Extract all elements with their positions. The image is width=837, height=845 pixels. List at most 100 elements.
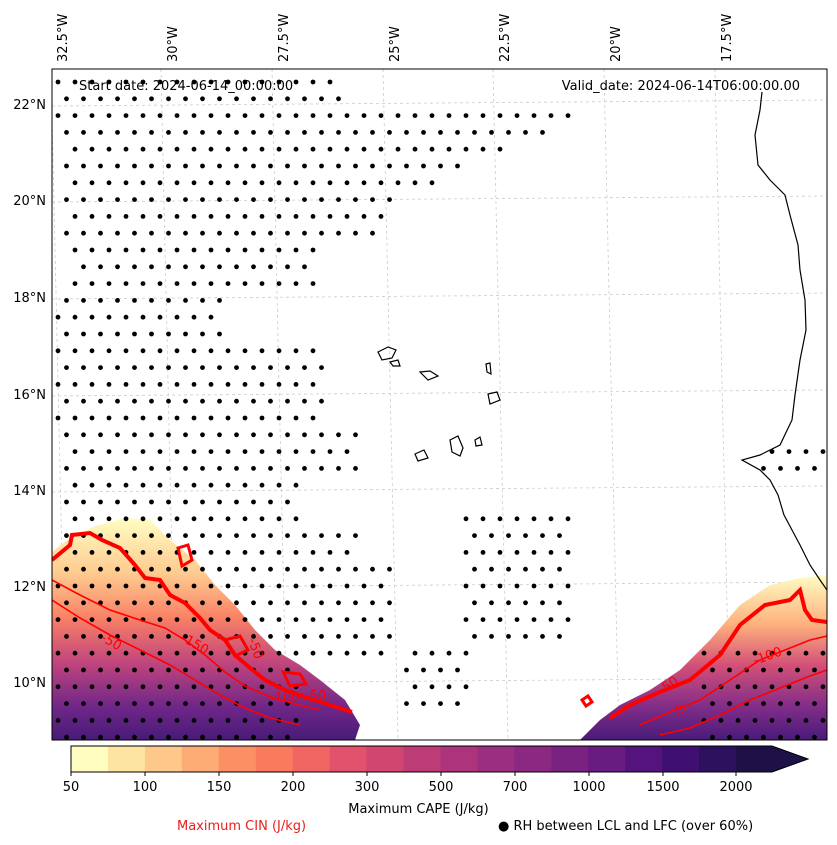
rh-dot (225, 281, 231, 286)
rh-dot (166, 298, 171, 303)
rh-dot (149, 701, 154, 706)
rh-dot (183, 566, 188, 572)
rh-dot (166, 634, 171, 639)
rh-dot (217, 130, 222, 135)
rh-dot (64, 533, 69, 538)
rh-dot (480, 617, 486, 622)
rh-dot (200, 701, 205, 706)
rh-dot (72, 113, 78, 118)
rh-dot (302, 197, 307, 203)
rh-dot (55, 314, 61, 320)
rh-dot (259, 146, 265, 152)
rh-dot (89, 550, 95, 555)
rh-dot (293, 247, 299, 253)
rh-dot (786, 449, 792, 454)
rh-dot (123, 718, 129, 723)
rh-dot (72, 247, 78, 253)
rh-dot (191, 180, 197, 186)
colorbar-tick-label-5: 500 (428, 780, 454, 795)
rh-dot (735, 684, 741, 690)
rh-dot (370, 197, 375, 203)
rh-dot (259, 718, 265, 723)
rh-dot (514, 550, 520, 555)
rh-dot (472, 600, 477, 606)
rh-dot (123, 382, 129, 387)
rh-dot (191, 516, 197, 522)
rh-dot (778, 667, 783, 673)
rh-dot (140, 79, 146, 85)
rh-dot (64, 365, 69, 370)
valid-date-label: Valid_date: 2024-06-14T06:00:00.00 (561, 79, 800, 94)
rh-dot (200, 230, 205, 236)
rh-dot (208, 550, 214, 555)
cin-contour-inner-se (659, 669, 827, 736)
rh-dot (268, 533, 273, 538)
lon-label-3: 25°W (388, 26, 403, 62)
rh-dot (81, 432, 86, 438)
lat-label-5: 12°N (13, 580, 46, 595)
rh-dot (242, 482, 248, 488)
rh-dot (81, 130, 86, 135)
rh-dot (123, 146, 129, 152)
rh-dot (761, 734, 766, 740)
rh-dot (276, 146, 282, 152)
rh-dot (98, 197, 103, 203)
rh-dot (191, 382, 197, 387)
rh-dot (268, 499, 273, 505)
rh-dot (242, 550, 248, 555)
rh-dot (89, 617, 95, 622)
colorbar-tick-label-2: 150 (206, 780, 232, 795)
rh-dot (234, 432, 239, 438)
rh-dot (106, 382, 112, 387)
rh-dot (242, 79, 248, 85)
coastlines (377, 91, 827, 591)
rh-dot (89, 146, 95, 152)
rh-dot (795, 734, 800, 740)
colorbar-segment (662, 746, 700, 772)
rh-dot (183, 667, 188, 673)
rh-dot (72, 79, 78, 85)
cape-verde-island-3 (418, 370, 440, 381)
rh-dot (795, 667, 800, 673)
colorbar-tick-label-9: 2000 (719, 780, 753, 795)
rh-dot (727, 701, 732, 706)
rh-dot (489, 533, 494, 538)
rh-dot (217, 197, 222, 203)
rh-dot (251, 701, 256, 706)
rh-dot (217, 600, 222, 606)
rh-dot (166, 701, 171, 706)
colorbar-tick-label-1: 100 (132, 780, 158, 795)
rh-dot (72, 718, 78, 723)
rh-dot (285, 634, 290, 639)
rh-dot (268, 197, 273, 203)
rh-dot (208, 348, 214, 354)
rh-dot (200, 163, 205, 169)
colorbar-segment (71, 746, 109, 772)
rh-dot (803, 718, 809, 723)
rh-dot (378, 650, 384, 656)
rh-dot (429, 684, 435, 690)
rh-dot (200, 533, 205, 538)
rh-dot (64, 634, 69, 639)
colorbar-segment (144, 746, 183, 772)
rh-dot (115, 600, 120, 606)
rh-dot (157, 617, 163, 622)
rh-dot (480, 113, 486, 118)
rh-dot (157, 382, 163, 387)
rh-dot (259, 650, 265, 656)
rh-dot (166, 734, 171, 740)
rh-dot (540, 600, 545, 606)
rh-dot (208, 281, 214, 286)
rh-dot (64, 298, 69, 303)
colorbar-segment (625, 746, 663, 772)
rh-dot (149, 264, 154, 270)
rh-dot (531, 550, 537, 555)
rh-dot (268, 466, 273, 471)
rh-dot (64, 432, 69, 438)
rh-dot (123, 516, 129, 522)
rh-dot (132, 365, 137, 370)
colorbar-tick-label-6: 700 (502, 780, 528, 795)
rh-dot (89, 314, 95, 320)
rh-dot (531, 113, 537, 118)
rh-dot (489, 634, 494, 639)
